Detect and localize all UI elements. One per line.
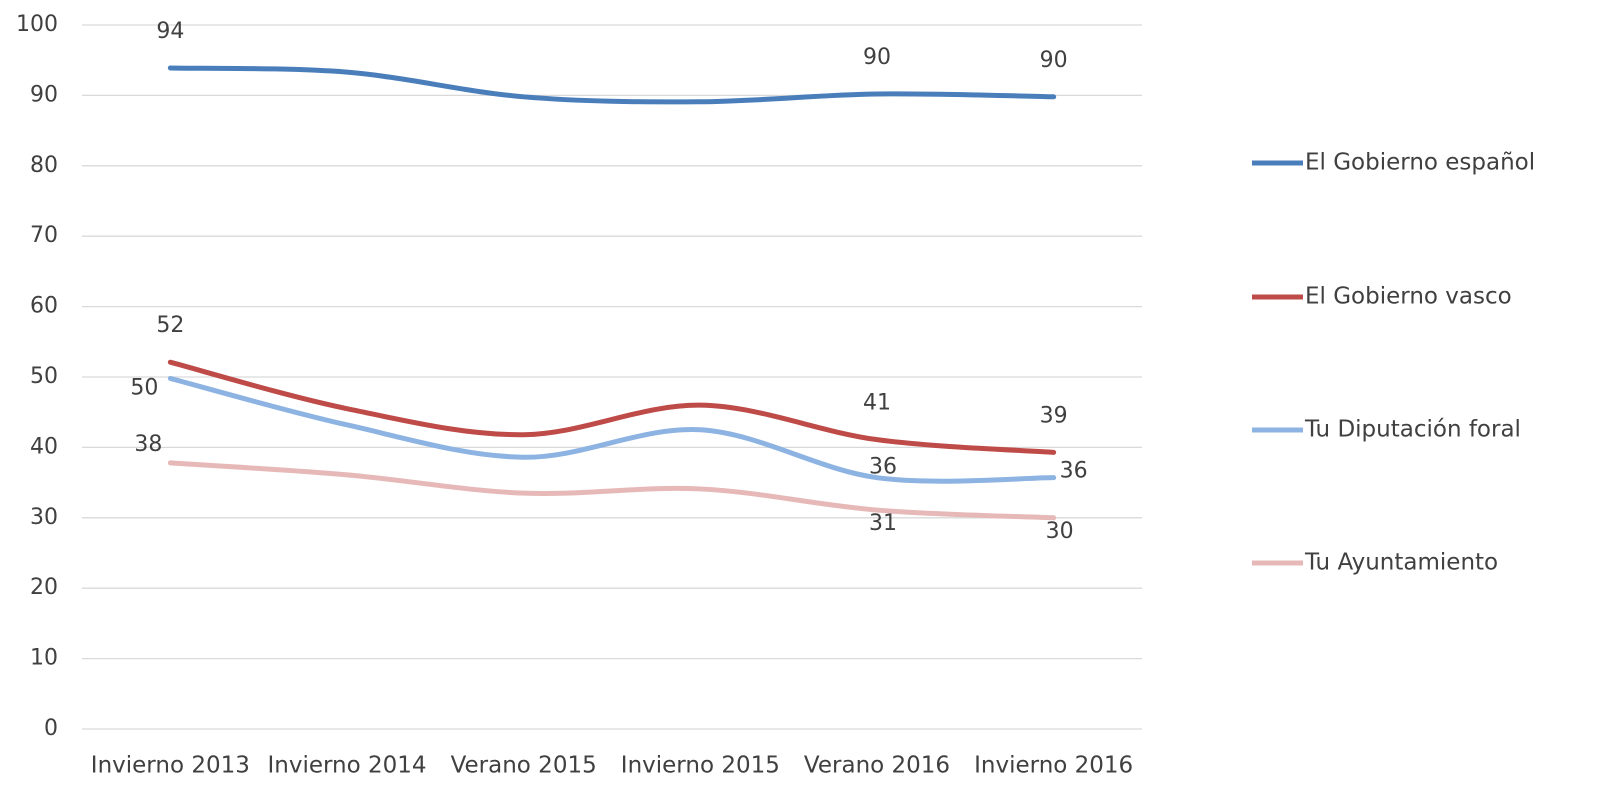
y-tick-label: 30: [30, 505, 58, 530]
series-line: [167, 65, 1057, 105]
data-label: 39: [1040, 403, 1068, 428]
x-tick-label: Verano 2015: [451, 753, 597, 779]
y-tick-label: 70: [30, 223, 58, 248]
x-tick-label: Invierno 2013: [91, 753, 250, 779]
data-label: 94: [156, 19, 184, 44]
legend-label: Tu Ayuntamiento: [1304, 550, 1498, 576]
y-tick-label: 40: [30, 434, 58, 459]
data-label: 52: [156, 313, 184, 338]
y-tick-label: 0: [44, 716, 58, 741]
data-label: 31: [869, 511, 897, 536]
y-tick-label: 10: [30, 646, 58, 671]
data-label: 90: [1040, 48, 1068, 73]
y-tick-label: 50: [30, 364, 58, 389]
series-line: [167, 359, 1057, 455]
data-label: 41: [863, 391, 891, 416]
legend-label: El Gobierno español: [1305, 150, 1535, 176]
data-label: 30: [1046, 519, 1074, 544]
data-label: 36: [1060, 459, 1088, 484]
y-tick-label: 60: [30, 294, 58, 319]
y-tick-label: 80: [30, 153, 58, 178]
data-label: 50: [130, 375, 158, 400]
y-tick-label: 90: [30, 82, 58, 107]
x-tick-label: Invierno 2016: [974, 753, 1133, 779]
data-label: 38: [134, 432, 162, 457]
y-tick-label: 20: [30, 575, 58, 600]
series-line: [167, 460, 1057, 521]
y-tick-label: 100: [16, 12, 58, 37]
x-tick-label: Invierno 2015: [621, 753, 780, 779]
legend-label: Tu Diputación foral: [1304, 417, 1521, 443]
series-line: [167, 375, 1057, 484]
x-tick-label: Invierno 2014: [267, 753, 426, 779]
x-tick-label: Verano 2016: [804, 753, 950, 779]
data-label: 36: [869, 455, 897, 480]
data-label: 90: [863, 45, 891, 70]
legend-label: El Gobierno vasco: [1305, 284, 1512, 310]
